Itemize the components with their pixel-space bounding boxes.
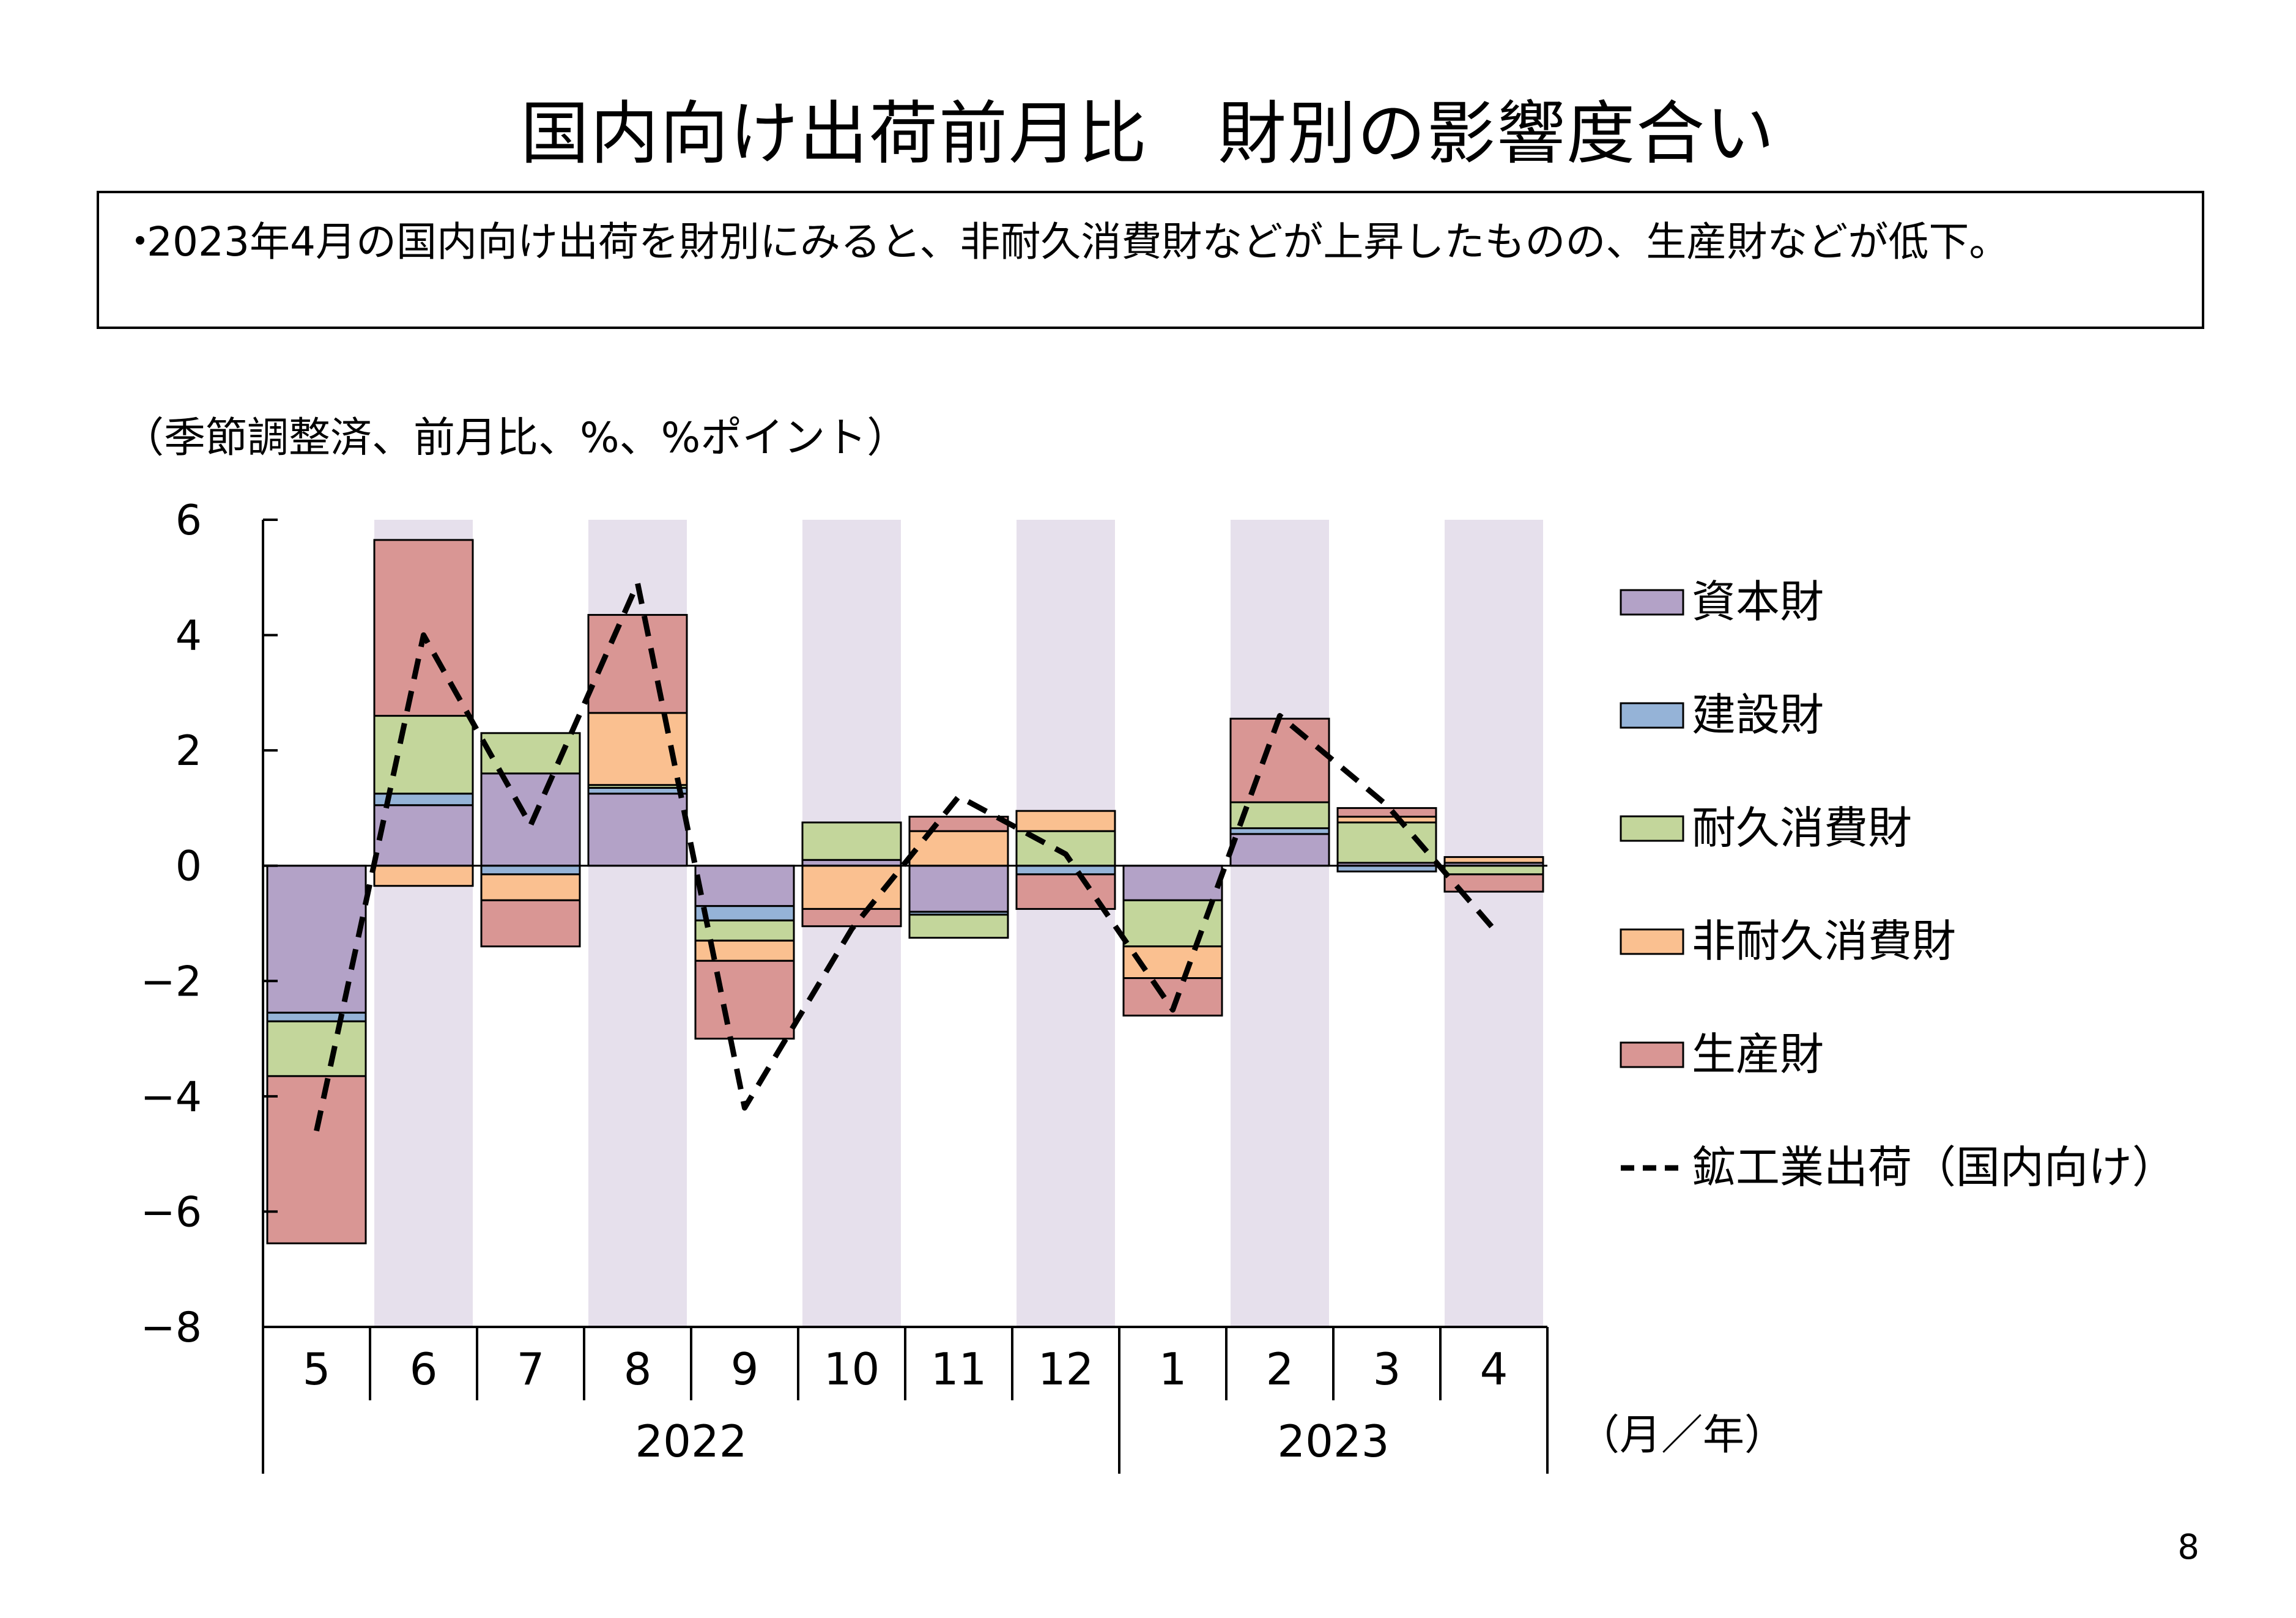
bar-production-4 (1443, 873, 1544, 893)
x-tick-label-1: 1 (1159, 1343, 1187, 1395)
bar-nondurable-4 (1443, 856, 1544, 864)
y-tick-label: −8 (141, 1304, 202, 1352)
series-line-shipments (314, 580, 1496, 1132)
bar-capital-6 (373, 804, 474, 867)
y-tick-label: 6 (176, 497, 202, 545)
legend-swatch-capital (1620, 589, 1684, 616)
summary-bullet: ・ (120, 218, 160, 265)
bar-production-2 (1229, 717, 1330, 803)
summary-box: ・ 2023年4月の国内向け出荷を財別にみると、非耐久消費財などが上昇したものの… (97, 191, 2204, 329)
x-tick-label-12: 12 (1038, 1343, 1094, 1395)
x-tick-label-11: 11 (931, 1343, 987, 1395)
page-title: 国内向け出荷前月比 財別の影響度合い (520, 94, 1776, 174)
legend-swatch-nondurable (1620, 928, 1684, 955)
shaded-column-4 (1445, 520, 1543, 1327)
bar-construction-12 (1015, 865, 1116, 876)
bar-construction-7 (480, 865, 581, 876)
bar-durable-11 (908, 914, 1009, 939)
legend-label-durable: 耐久消費財 (1692, 802, 1912, 854)
bar-production-9 (694, 959, 795, 1040)
bar-production-7 (480, 899, 581, 948)
bar-production-3 (1336, 807, 1437, 818)
y-axis-unit-label: （季節調整済、前月比、%、%ポイント） (122, 414, 909, 462)
bar-durable-4 (1443, 865, 1544, 876)
bar-durable-5 (266, 1020, 367, 1077)
year-label-2022: 2022 (635, 1416, 747, 1467)
x-tick-label-2: 2 (1266, 1343, 1294, 1395)
y-tick-label: −4 (141, 1073, 202, 1121)
y-tick-label: −2 (141, 958, 202, 1006)
x-tick-label-10: 10 (824, 1343, 880, 1395)
y-tick-label: 2 (176, 727, 202, 775)
bar-construction-5 (266, 1011, 367, 1022)
bar-production-5 (266, 1075, 367, 1244)
legend-label-construction: 建設財 (1692, 689, 1824, 741)
bar-nondurable-6 (373, 865, 474, 887)
bar-capital-8 (587, 792, 688, 867)
x-tick-label-3: 3 (1373, 1343, 1401, 1395)
bar-production-6 (373, 539, 474, 717)
legend-swatch-production (1620, 1041, 1684, 1068)
bar-capital-11 (908, 865, 1009, 913)
bar-capital-5 (266, 865, 367, 1014)
legend-label-nondurable: 非耐久消費財 (1692, 915, 1956, 967)
bar-durable-1 (1122, 899, 1223, 948)
x-tick-label-5: 5 (303, 1343, 331, 1395)
bar-nondurable-7 (480, 873, 581, 901)
bar-construction-9 (694, 905, 795, 922)
bar-nondurable-1 (1122, 945, 1223, 980)
bar-durable-9 (694, 919, 795, 942)
x-tick-label-7: 7 (517, 1343, 545, 1395)
legend-label-capital: 資本財 (1692, 576, 1824, 627)
summary-text: 2023年4月の国内向け出荷を財別にみると、非耐久消費財などが上昇したものの、生… (147, 218, 2010, 265)
x-axis-unit-label: （月／年） (1578, 1411, 1786, 1460)
y-tick-label: −6 (141, 1188, 202, 1236)
page-number: 8 (2177, 1527, 2199, 1567)
legend-swatch-construction (1620, 702, 1684, 729)
x-tick-label-6: 6 (410, 1343, 438, 1395)
x-tick-label-9: 9 (731, 1343, 759, 1395)
legend-swatch-durable (1620, 815, 1684, 842)
bar-capital-2 (1229, 833, 1330, 867)
bar-capital-1 (1122, 865, 1223, 901)
y-tick-label: 0 (176, 843, 202, 891)
bar-production-10 (801, 907, 902, 928)
shaded-column-2 (1231, 520, 1329, 1327)
bar-production-11 (908, 816, 1009, 832)
legend-label-line: 鉱工業出荷（国内向け） (1692, 1142, 2176, 1193)
x-tick-label-4: 4 (1480, 1343, 1508, 1395)
bar-durable-10 (801, 821, 902, 861)
shaded-column-12 (1017, 520, 1115, 1327)
legend-label-production: 生産財 (1692, 1029, 1824, 1080)
x-tick-label-8: 8 (624, 1343, 652, 1395)
bar-nondurable-12 (1015, 810, 1116, 832)
bar-capital-9 (694, 865, 795, 907)
year-label-2023: 2023 (1277, 1416, 1389, 1467)
y-tick-label: 4 (176, 612, 202, 660)
bar-durable-6 (373, 715, 474, 795)
